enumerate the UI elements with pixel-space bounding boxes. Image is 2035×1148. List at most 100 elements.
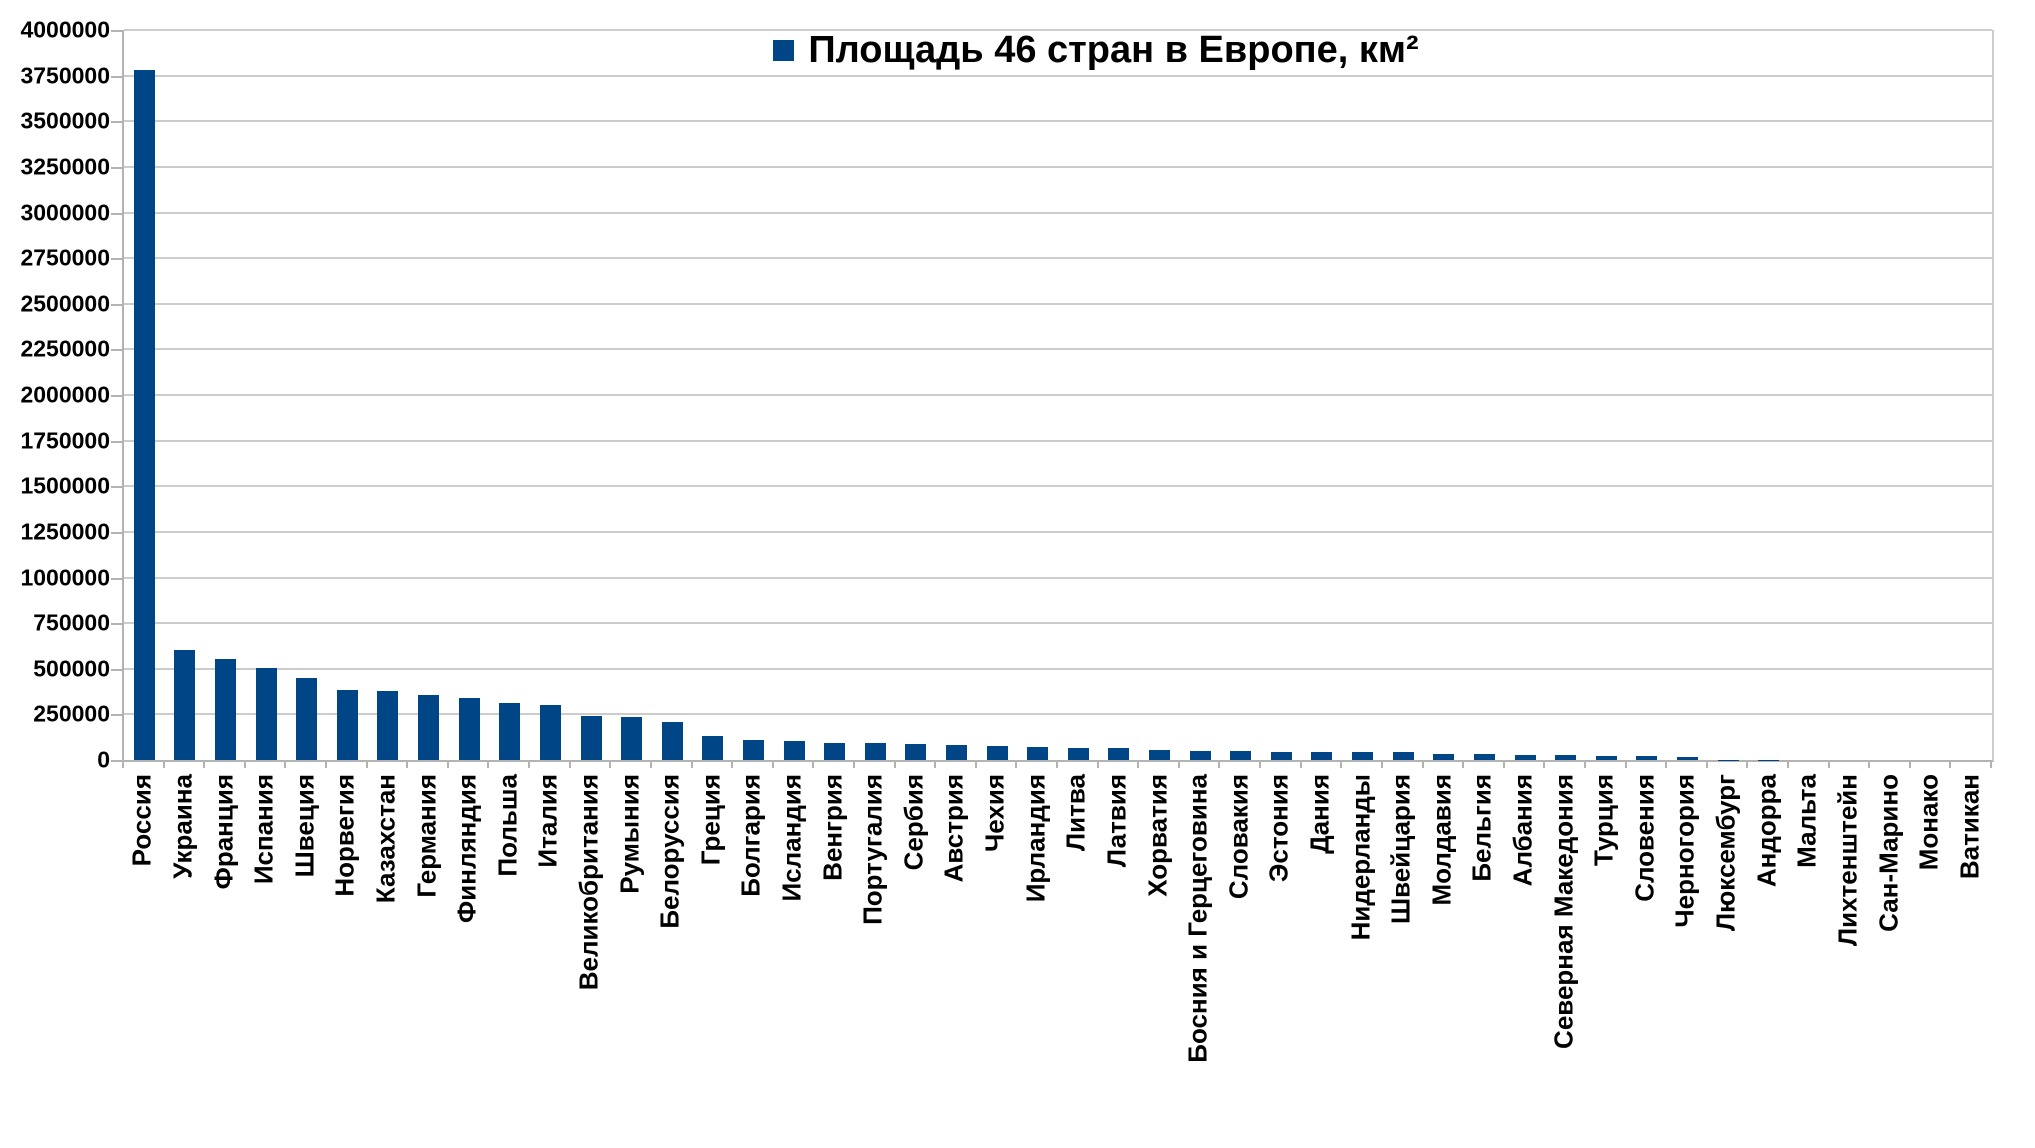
x-label-slot: Сербия [894, 774, 935, 1148]
x-axis-label: Франция [208, 774, 239, 890]
x-axis-label: Хорватия [1142, 774, 1173, 897]
bar-slot [449, 30, 490, 760]
y-tick [111, 212, 122, 215]
bar-slot [1505, 30, 1546, 760]
bar-slot [1302, 30, 1343, 760]
x-label-slot: Казахстан [366, 774, 407, 1148]
gridline [124, 74, 1992, 77]
x-axis-label: Великобритания [573, 774, 604, 991]
y-tick [111, 714, 122, 717]
x-axis-label: Финляндия [451, 774, 482, 923]
x-label-slot: Хорватия [1137, 774, 1178, 1148]
x-label-slot: Бельгия [1462, 774, 1503, 1148]
x-tick [936, 760, 977, 768]
bar [1067, 748, 1089, 760]
x-axis-label: Сан-Марино [1873, 774, 1904, 932]
bar-slot [1667, 30, 1708, 760]
x-axis-label: Латвия [1101, 774, 1132, 868]
x-label-slot: Эстония [1259, 774, 1300, 1148]
bar [1352, 752, 1374, 760]
bar [1636, 756, 1658, 760]
x-label-slot: Польша [487, 774, 528, 1148]
x-tick [1017, 760, 1059, 768]
x-axis-label: Албания [1507, 774, 1538, 887]
y-tick [111, 668, 122, 671]
gridline [124, 576, 1992, 579]
gridline [124, 485, 1992, 488]
bar-slot [1180, 30, 1221, 760]
x-tick [124, 760, 165, 768]
x-axis-label: Украина [167, 774, 198, 879]
x-label-slot: Португалия [853, 774, 894, 1148]
x-axis-label: Андорра [1751, 774, 1782, 888]
y-tick [111, 760, 122, 762]
y-tick [111, 258, 122, 261]
x-label-slot: Латвия [1097, 774, 1138, 1148]
x-axis-label: Сербия [898, 774, 929, 871]
bar-slot [814, 30, 855, 760]
x-axis-label: Монако [1913, 774, 1944, 871]
bar-slot [1545, 30, 1586, 760]
bar-slot [246, 30, 287, 760]
gridline [124, 29, 1992, 31]
bar-slot [1627, 30, 1668, 760]
x-tick [1424, 760, 1465, 768]
x-tick [489, 760, 531, 768]
bar [1149, 749, 1171, 760]
x-label-slot: Нидерланды [1340, 774, 1381, 1148]
x-label-slot: Ирландия [1015, 774, 1056, 1148]
y-axis-label: 2750000 [20, 244, 110, 271]
x-tick [1586, 760, 1627, 768]
x-axis-label: Италия [533, 774, 564, 868]
x-tick [1464, 760, 1505, 768]
x-label-slot: Италия [528, 774, 569, 1148]
x-axis-label: Лихтенштейн [1832, 774, 1863, 947]
x-tick [1383, 760, 1424, 768]
y-tick [111, 440, 122, 443]
bar [336, 689, 358, 760]
bar-slot [1789, 30, 1830, 760]
gridline [124, 439, 1992, 442]
y-tick [111, 75, 122, 78]
x-tick [1708, 760, 1749, 768]
bar [1433, 753, 1455, 760]
bar-slot [286, 30, 327, 760]
bar-slot [571, 30, 612, 760]
x-axis-label: Белоруссия [654, 774, 685, 929]
bar-slot [1261, 30, 1302, 760]
x-label-slot: Финляндия [447, 774, 488, 1148]
bar [986, 745, 1008, 760]
y-axis-label: 0 [97, 746, 110, 773]
x-tick [977, 760, 1018, 768]
bar [133, 69, 155, 760]
x-label-slot: Босния и Герцеговина [1178, 774, 1219, 1148]
x-axis-label: Португалия [857, 774, 888, 925]
y-tick [111, 486, 122, 489]
bar [742, 739, 764, 760]
x-tick [1870, 760, 1911, 768]
x-axis-label: Чехия [979, 774, 1010, 852]
x-label-slot: Чехия [975, 774, 1016, 1148]
bar [1473, 754, 1495, 760]
x-label-slot: Швеция [284, 774, 325, 1148]
x-tick [1180, 760, 1221, 768]
x-label-slot: Молдавия [1422, 774, 1463, 1148]
x-tick [896, 760, 937, 768]
x-axis-label: Исландия [776, 774, 807, 902]
x-axis-label: Ирландия [1020, 774, 1051, 903]
gridline [124, 713, 1992, 716]
x-axis-label: Испания [248, 774, 279, 885]
x-label-slot: Греция [691, 774, 732, 1148]
x-label-slot: Словения [1625, 774, 1666, 1148]
bar [1514, 754, 1536, 760]
bar-slot [1708, 30, 1749, 760]
bar-slot [1586, 30, 1627, 760]
bar-slot [733, 30, 774, 760]
x-label-slot: Австрия [934, 774, 975, 1148]
x-axis-label: Болгария [736, 774, 767, 897]
bar [1230, 751, 1252, 760]
x-axis-label: Румыния [614, 774, 645, 894]
bar-slot [1951, 30, 1992, 760]
bar [296, 678, 318, 760]
plot-area [122, 29, 1994, 762]
